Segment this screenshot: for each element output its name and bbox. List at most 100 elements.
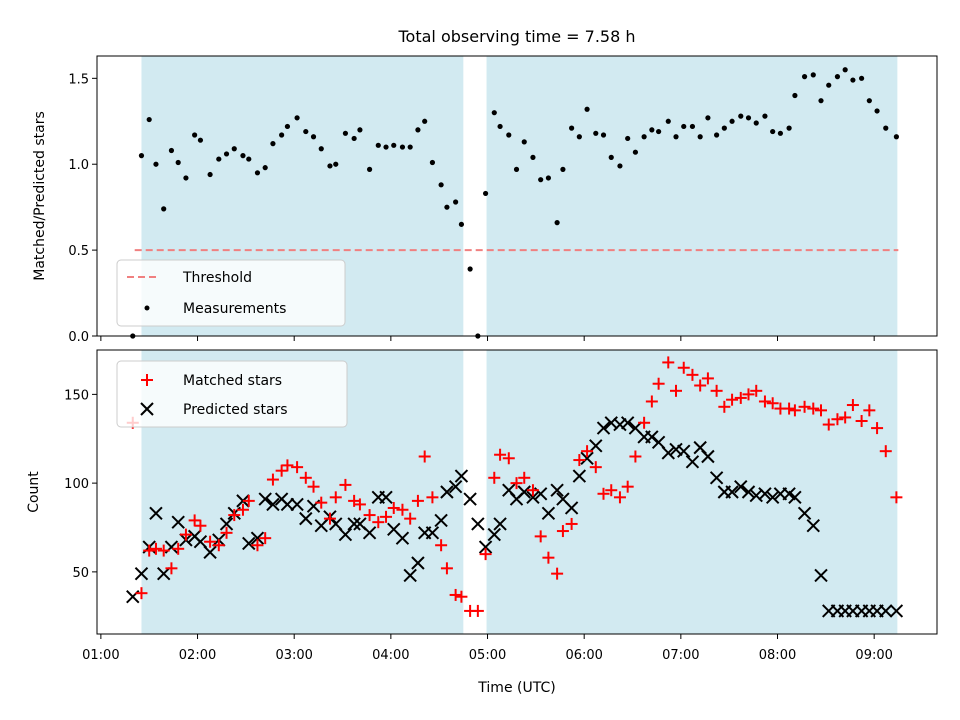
predicted-point bbox=[765, 490, 780, 505]
matched-point bbox=[742, 388, 755, 401]
y-tick-label: 1.5 bbox=[68, 72, 89, 87]
matched-point bbox=[242, 494, 255, 507]
predicted-point bbox=[156, 566, 171, 581]
matched-point bbox=[710, 384, 723, 397]
measurement-point bbox=[491, 110, 497, 116]
measurement-point bbox=[318, 146, 324, 152]
measurement-point bbox=[357, 127, 363, 133]
matched-point bbox=[488, 471, 501, 484]
matched-point bbox=[363, 509, 376, 522]
matched-point bbox=[839, 411, 852, 424]
matched-point bbox=[605, 484, 618, 497]
matched-point bbox=[629, 450, 642, 463]
predicted-point bbox=[651, 435, 666, 450]
measurement-point bbox=[560, 166, 566, 172]
y-tick-label: 150 bbox=[64, 388, 89, 403]
predicted-point bbox=[463, 492, 477, 506]
measurement-point bbox=[246, 156, 252, 162]
matched-point bbox=[890, 491, 903, 504]
predicted-point bbox=[741, 485, 756, 499]
predicted-point bbox=[379, 490, 393, 505]
matched-point bbox=[645, 395, 658, 408]
measurement-point bbox=[262, 165, 268, 171]
x-tick-label: 07:00 bbox=[662, 648, 699, 663]
measurement-point bbox=[681, 123, 687, 130]
legend-predicted-swatch bbox=[140, 402, 154, 416]
matched-point bbox=[662, 356, 675, 369]
measurement-point bbox=[689, 123, 696, 130]
measurement-point bbox=[279, 132, 285, 138]
chart-title: Total observing time = 7.58 h bbox=[397, 27, 635, 46]
measurement-point bbox=[665, 118, 671, 124]
matched-point bbox=[149, 542, 162, 555]
matched-point bbox=[212, 539, 225, 552]
measurement-point bbox=[753, 120, 759, 126]
predicted-point bbox=[580, 451, 594, 465]
matched-point bbox=[426, 491, 439, 504]
predicted-point bbox=[645, 430, 659, 444]
predicted-point bbox=[478, 540, 493, 554]
matched-point bbox=[165, 562, 178, 575]
shaded-span-2 bbox=[486, 56, 898, 336]
measurement-point bbox=[366, 166, 373, 172]
predicted-point bbox=[806, 519, 820, 533]
predicted-point bbox=[250, 531, 265, 545]
matched-point bbox=[418, 450, 431, 463]
predicted-point bbox=[725, 485, 739, 499]
y-tick-label: 50 bbox=[72, 566, 89, 581]
measurement-point bbox=[786, 125, 792, 131]
measurement-point bbox=[383, 144, 389, 150]
matched-point bbox=[652, 377, 665, 390]
predicted-point bbox=[149, 506, 163, 521]
top-shaded-spans bbox=[141, 56, 898, 336]
predicted-point bbox=[734, 479, 748, 494]
matched-point bbox=[188, 514, 201, 527]
predicted-point bbox=[564, 501, 579, 515]
measurement-point bbox=[438, 182, 444, 188]
bottom-y-ticks: 50 100 150 bbox=[64, 388, 97, 581]
matched-point bbox=[502, 452, 515, 465]
measurement-point bbox=[883, 125, 889, 131]
matched-point bbox=[455, 590, 468, 603]
predicted-point bbox=[425, 526, 440, 540]
predicted-point bbox=[685, 455, 700, 469]
predicted-point bbox=[620, 416, 635, 430]
measurement-point bbox=[458, 221, 465, 227]
predicted-point bbox=[661, 446, 675, 460]
predicted-point bbox=[362, 526, 377, 540]
measurement-point bbox=[146, 116, 152, 123]
predicted-point bbox=[440, 485, 454, 499]
matched-point bbox=[613, 491, 626, 504]
predicted-point bbox=[193, 534, 208, 549]
measurement-point bbox=[240, 153, 246, 159]
matched-point bbox=[638, 416, 651, 429]
measurement-point bbox=[792, 92, 798, 99]
y-tick-label: 100 bbox=[64, 477, 89, 492]
measurement-point bbox=[738, 113, 744, 119]
measurement-point bbox=[673, 134, 679, 140]
matched-point bbox=[589, 461, 602, 474]
matched-point bbox=[315, 496, 328, 509]
predicted-point bbox=[299, 511, 313, 526]
matched-point bbox=[855, 415, 868, 427]
predicted-point bbox=[879, 604, 893, 618]
matched-point bbox=[172, 542, 185, 555]
measurement-point bbox=[482, 190, 489, 197]
predicted-point bbox=[701, 449, 715, 464]
measurement-point bbox=[705, 115, 711, 121]
predicted-point bbox=[329, 517, 343, 531]
matched-point bbox=[551, 567, 564, 580]
measurement-point bbox=[893, 134, 900, 140]
matched-point bbox=[581, 445, 594, 458]
measurement-point bbox=[375, 142, 381, 148]
measurement-point bbox=[842, 67, 848, 73]
measurement-point bbox=[310, 134, 317, 140]
measurement-point bbox=[506, 132, 512, 138]
measurement-point bbox=[859, 75, 865, 81]
matched-point bbox=[387, 501, 400, 514]
legend-matched-label: Matched stars bbox=[183, 373, 282, 389]
matched-point bbox=[204, 535, 217, 548]
matched-point bbox=[479, 548, 492, 561]
measurement-point bbox=[467, 266, 473, 272]
